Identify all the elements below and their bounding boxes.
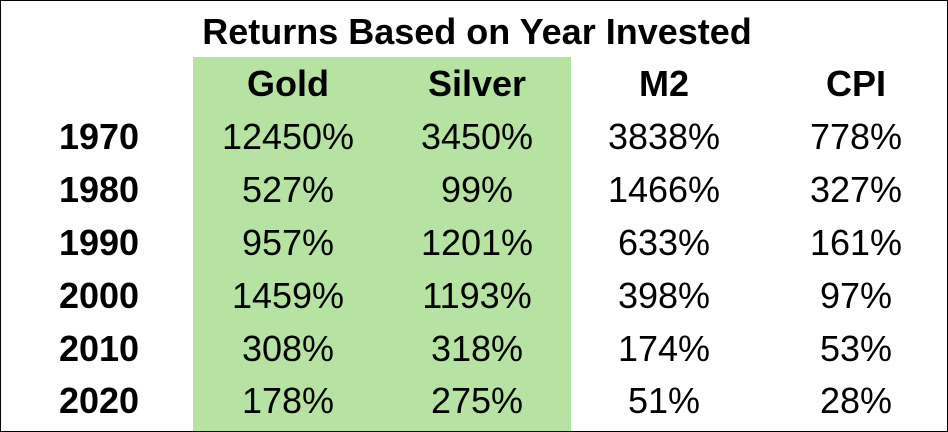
cell-1980-m2: 1466% xyxy=(607,169,721,210)
cell-2010-m2: 174% xyxy=(617,328,711,369)
cell-2020-m2: 51% xyxy=(627,380,701,421)
cell-1970-gold: 12450% xyxy=(221,116,355,157)
cell-2010-gold: 308% xyxy=(241,328,335,369)
cell-2000-m2: 398% xyxy=(617,275,711,316)
row-year-2010: 2010 xyxy=(58,328,140,369)
row-year-1980: 1980 xyxy=(58,169,140,210)
cell-2010-silver: 318% xyxy=(430,328,524,369)
column-header-m2: M2 xyxy=(638,63,689,104)
cell-2000-gold: 1459% xyxy=(231,275,345,316)
cell-1980-cpi: 327% xyxy=(809,169,903,210)
cell-1970-silver: 3450% xyxy=(420,116,534,157)
cell-2000-silver: 1193% xyxy=(422,275,532,316)
cell-1990-gold: 957% xyxy=(241,222,335,263)
cell-1990-silver: 1201% xyxy=(420,222,534,263)
gold-silver-highlight xyxy=(193,57,571,431)
cell-1990-m2: 633% xyxy=(617,222,711,263)
row-year-2020: 2020 xyxy=(58,380,140,421)
cell-1970-m2: 3838% xyxy=(607,116,721,157)
column-header-cpi: CPI xyxy=(825,63,886,104)
cell-1970-cpi: 778% xyxy=(809,116,903,157)
column-header-gold: Gold xyxy=(247,63,329,104)
cell-1990-cpi: 161% xyxy=(809,222,903,263)
cell-2000-cpi: 97% xyxy=(819,275,893,316)
cell-1980-silver: 99% xyxy=(440,169,514,210)
cell-1980-gold: 527% xyxy=(241,169,335,210)
table-title: Returns Based on Year Invested xyxy=(202,11,752,52)
row-year-1990: 1990 xyxy=(58,222,140,263)
cell-2020-silver: 275% xyxy=(430,380,524,421)
cell-2020-gold: 178% xyxy=(241,380,335,421)
row-year-1970: 1970 xyxy=(58,116,140,157)
column-header-silver: Silver xyxy=(427,63,527,104)
cell-2010-cpi: 53% xyxy=(819,328,893,369)
row-year-2000: 2000 xyxy=(58,275,140,316)
cell-2020-cpi: 28% xyxy=(819,380,893,421)
